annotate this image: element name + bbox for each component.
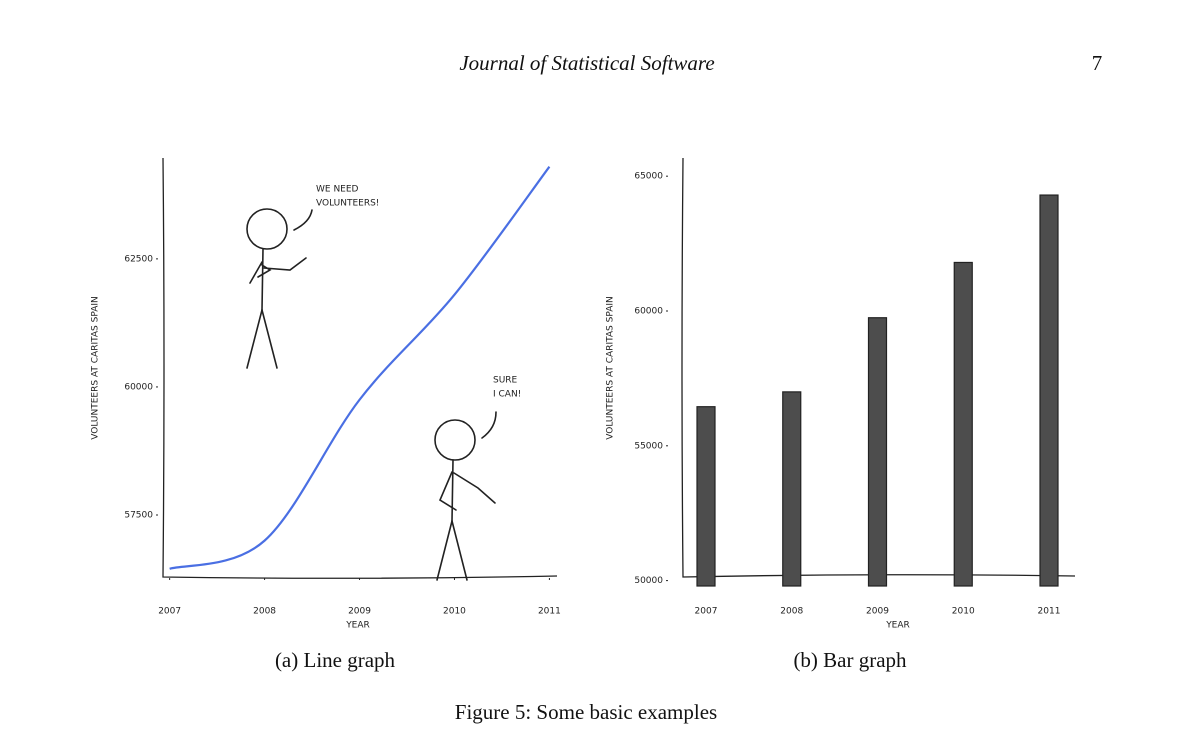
x-tick-label: 2008 — [780, 607, 803, 617]
page-number: 7 — [1092, 51, 1103, 75]
y-tick-label: 60000 — [124, 382, 153, 392]
y-tick-label: 60000 — [634, 306, 663, 316]
journal-title: Journal of Statistical Software — [459, 51, 714, 75]
y-tick-label: 50000 — [634, 576, 663, 586]
x-tick-label: 2009 — [348, 607, 371, 617]
line — [169, 166, 551, 570]
y-tick-label: 62500 — [124, 254, 153, 264]
bar — [1039, 194, 1059, 587]
x-axis-label: YEAR — [885, 621, 910, 631]
x-tick-label: 2009 — [866, 607, 889, 617]
y-axis-label: VOLUNTEERS AT CARITAS SPAIN — [91, 296, 101, 439]
bar — [867, 317, 888, 587]
bar — [953, 261, 973, 587]
x-tick-label: 2010 — [443, 607, 466, 617]
axes — [162, 157, 558, 579]
y-tick-label: 55000 — [634, 441, 663, 451]
annotation: VOLUNTEERS! — [316, 199, 379, 209]
stick-figure — [434, 411, 497, 581]
stick-figure — [246, 208, 313, 369]
x-tick-label: 2008 — [253, 607, 276, 617]
annotation: WE NEED — [316, 185, 359, 195]
figure-caption: Figure 5: Some basic examples — [455, 700, 717, 724]
y-tick-label: 65000 — [634, 172, 663, 182]
x-tick-label: 2011 — [1038, 607, 1061, 617]
axes — [681, 157, 1076, 578]
subcaption: (a) Line graph — [275, 648, 396, 672]
x-tick-label: 2007 — [695, 607, 718, 617]
annotation: I CAN! — [493, 390, 521, 400]
y-tick-label: 57500 — [124, 511, 153, 521]
annotation: SURE — [493, 376, 518, 386]
x-tick-label: 2007 — [158, 607, 181, 617]
x-tick-label: 2011 — [538, 607, 561, 617]
subcaption: (b) Bar graph — [793, 648, 907, 672]
bar — [782, 391, 802, 587]
x-tick-label: 2010 — [952, 607, 975, 617]
x-axis-label: YEAR — [345, 621, 370, 631]
bar — [696, 406, 716, 587]
y-axis-label: VOLUNTEERS AT CARITAS SPAIN — [606, 296, 616, 439]
